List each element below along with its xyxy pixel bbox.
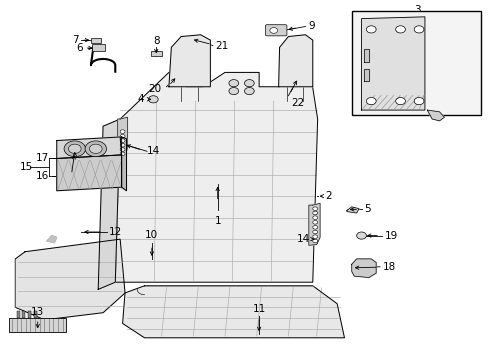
- Text: 22: 22: [290, 98, 304, 108]
- Text: 19: 19: [384, 231, 397, 240]
- Polygon shape: [361, 17, 424, 110]
- Text: 4: 4: [138, 94, 144, 104]
- Bar: [92, 44, 104, 51]
- Circle shape: [312, 235, 317, 238]
- Circle shape: [356, 232, 366, 239]
- Text: 14: 14: [147, 146, 160, 156]
- FancyBboxPatch shape: [265, 25, 286, 36]
- Bar: [17, 311, 20, 318]
- Circle shape: [228, 87, 238, 95]
- Bar: [9, 318, 65, 332]
- Circle shape: [120, 143, 125, 147]
- Circle shape: [228, 80, 238, 87]
- Polygon shape: [168, 35, 210, 87]
- Circle shape: [244, 87, 254, 95]
- Circle shape: [120, 139, 125, 142]
- Text: 2: 2: [325, 191, 331, 201]
- Circle shape: [312, 216, 317, 220]
- Polygon shape: [363, 69, 368, 81]
- Text: 8: 8: [153, 36, 159, 45]
- Polygon shape: [115, 72, 317, 282]
- Text: 21: 21: [215, 41, 228, 50]
- Text: 1: 1: [214, 216, 221, 226]
- Circle shape: [312, 230, 317, 234]
- Circle shape: [413, 98, 423, 105]
- Polygon shape: [98, 119, 120, 289]
- Text: 6: 6: [76, 43, 82, 53]
- Circle shape: [312, 207, 317, 211]
- Circle shape: [395, 26, 405, 33]
- Text: 11: 11: [252, 305, 265, 315]
- Circle shape: [120, 148, 125, 151]
- Circle shape: [244, 80, 254, 87]
- Polygon shape: [15, 239, 125, 320]
- Text: 12: 12: [109, 227, 122, 237]
- Text: 15: 15: [20, 162, 33, 172]
- Circle shape: [85, 141, 106, 157]
- Circle shape: [395, 98, 405, 105]
- Text: 18: 18: [382, 262, 395, 272]
- Circle shape: [64, 141, 85, 157]
- Circle shape: [312, 211, 317, 215]
- Circle shape: [68, 144, 81, 153]
- Polygon shape: [122, 137, 126, 191]
- Circle shape: [120, 130, 125, 134]
- Circle shape: [312, 239, 317, 243]
- Text: 9: 9: [307, 21, 314, 31]
- Polygon shape: [118, 117, 127, 160]
- Polygon shape: [278, 35, 312, 87]
- Bar: [151, 50, 161, 56]
- Text: 16: 16: [36, 171, 49, 181]
- Polygon shape: [346, 207, 358, 213]
- Bar: [22, 311, 25, 318]
- Polygon shape: [57, 137, 122, 158]
- Polygon shape: [351, 259, 375, 278]
- Circle shape: [312, 221, 317, 224]
- Bar: [34, 311, 37, 318]
- Text: 14: 14: [297, 234, 310, 244]
- Bar: [28, 311, 31, 318]
- Circle shape: [120, 134, 125, 138]
- Polygon shape: [363, 49, 368, 62]
- Polygon shape: [47, 235, 57, 243]
- Polygon shape: [308, 203, 320, 245]
- Text: 20: 20: [148, 84, 161, 94]
- Bar: [91, 38, 101, 42]
- Text: 5: 5: [363, 204, 370, 215]
- Circle shape: [366, 98, 375, 105]
- Polygon shape: [57, 155, 122, 191]
- Circle shape: [269, 28, 277, 33]
- Bar: [351, 12, 480, 116]
- Polygon shape: [427, 110, 444, 121]
- Text: 17: 17: [36, 153, 49, 163]
- Text: 13: 13: [31, 307, 44, 317]
- Text: 7: 7: [72, 35, 79, 45]
- Circle shape: [120, 152, 125, 156]
- Circle shape: [89, 144, 102, 153]
- Circle shape: [148, 96, 158, 103]
- Text: 3: 3: [413, 5, 420, 15]
- Polygon shape: [122, 286, 344, 338]
- Circle shape: [366, 26, 375, 33]
- Text: 10: 10: [145, 230, 158, 240]
- Circle shape: [413, 26, 423, 33]
- Circle shape: [312, 226, 317, 229]
